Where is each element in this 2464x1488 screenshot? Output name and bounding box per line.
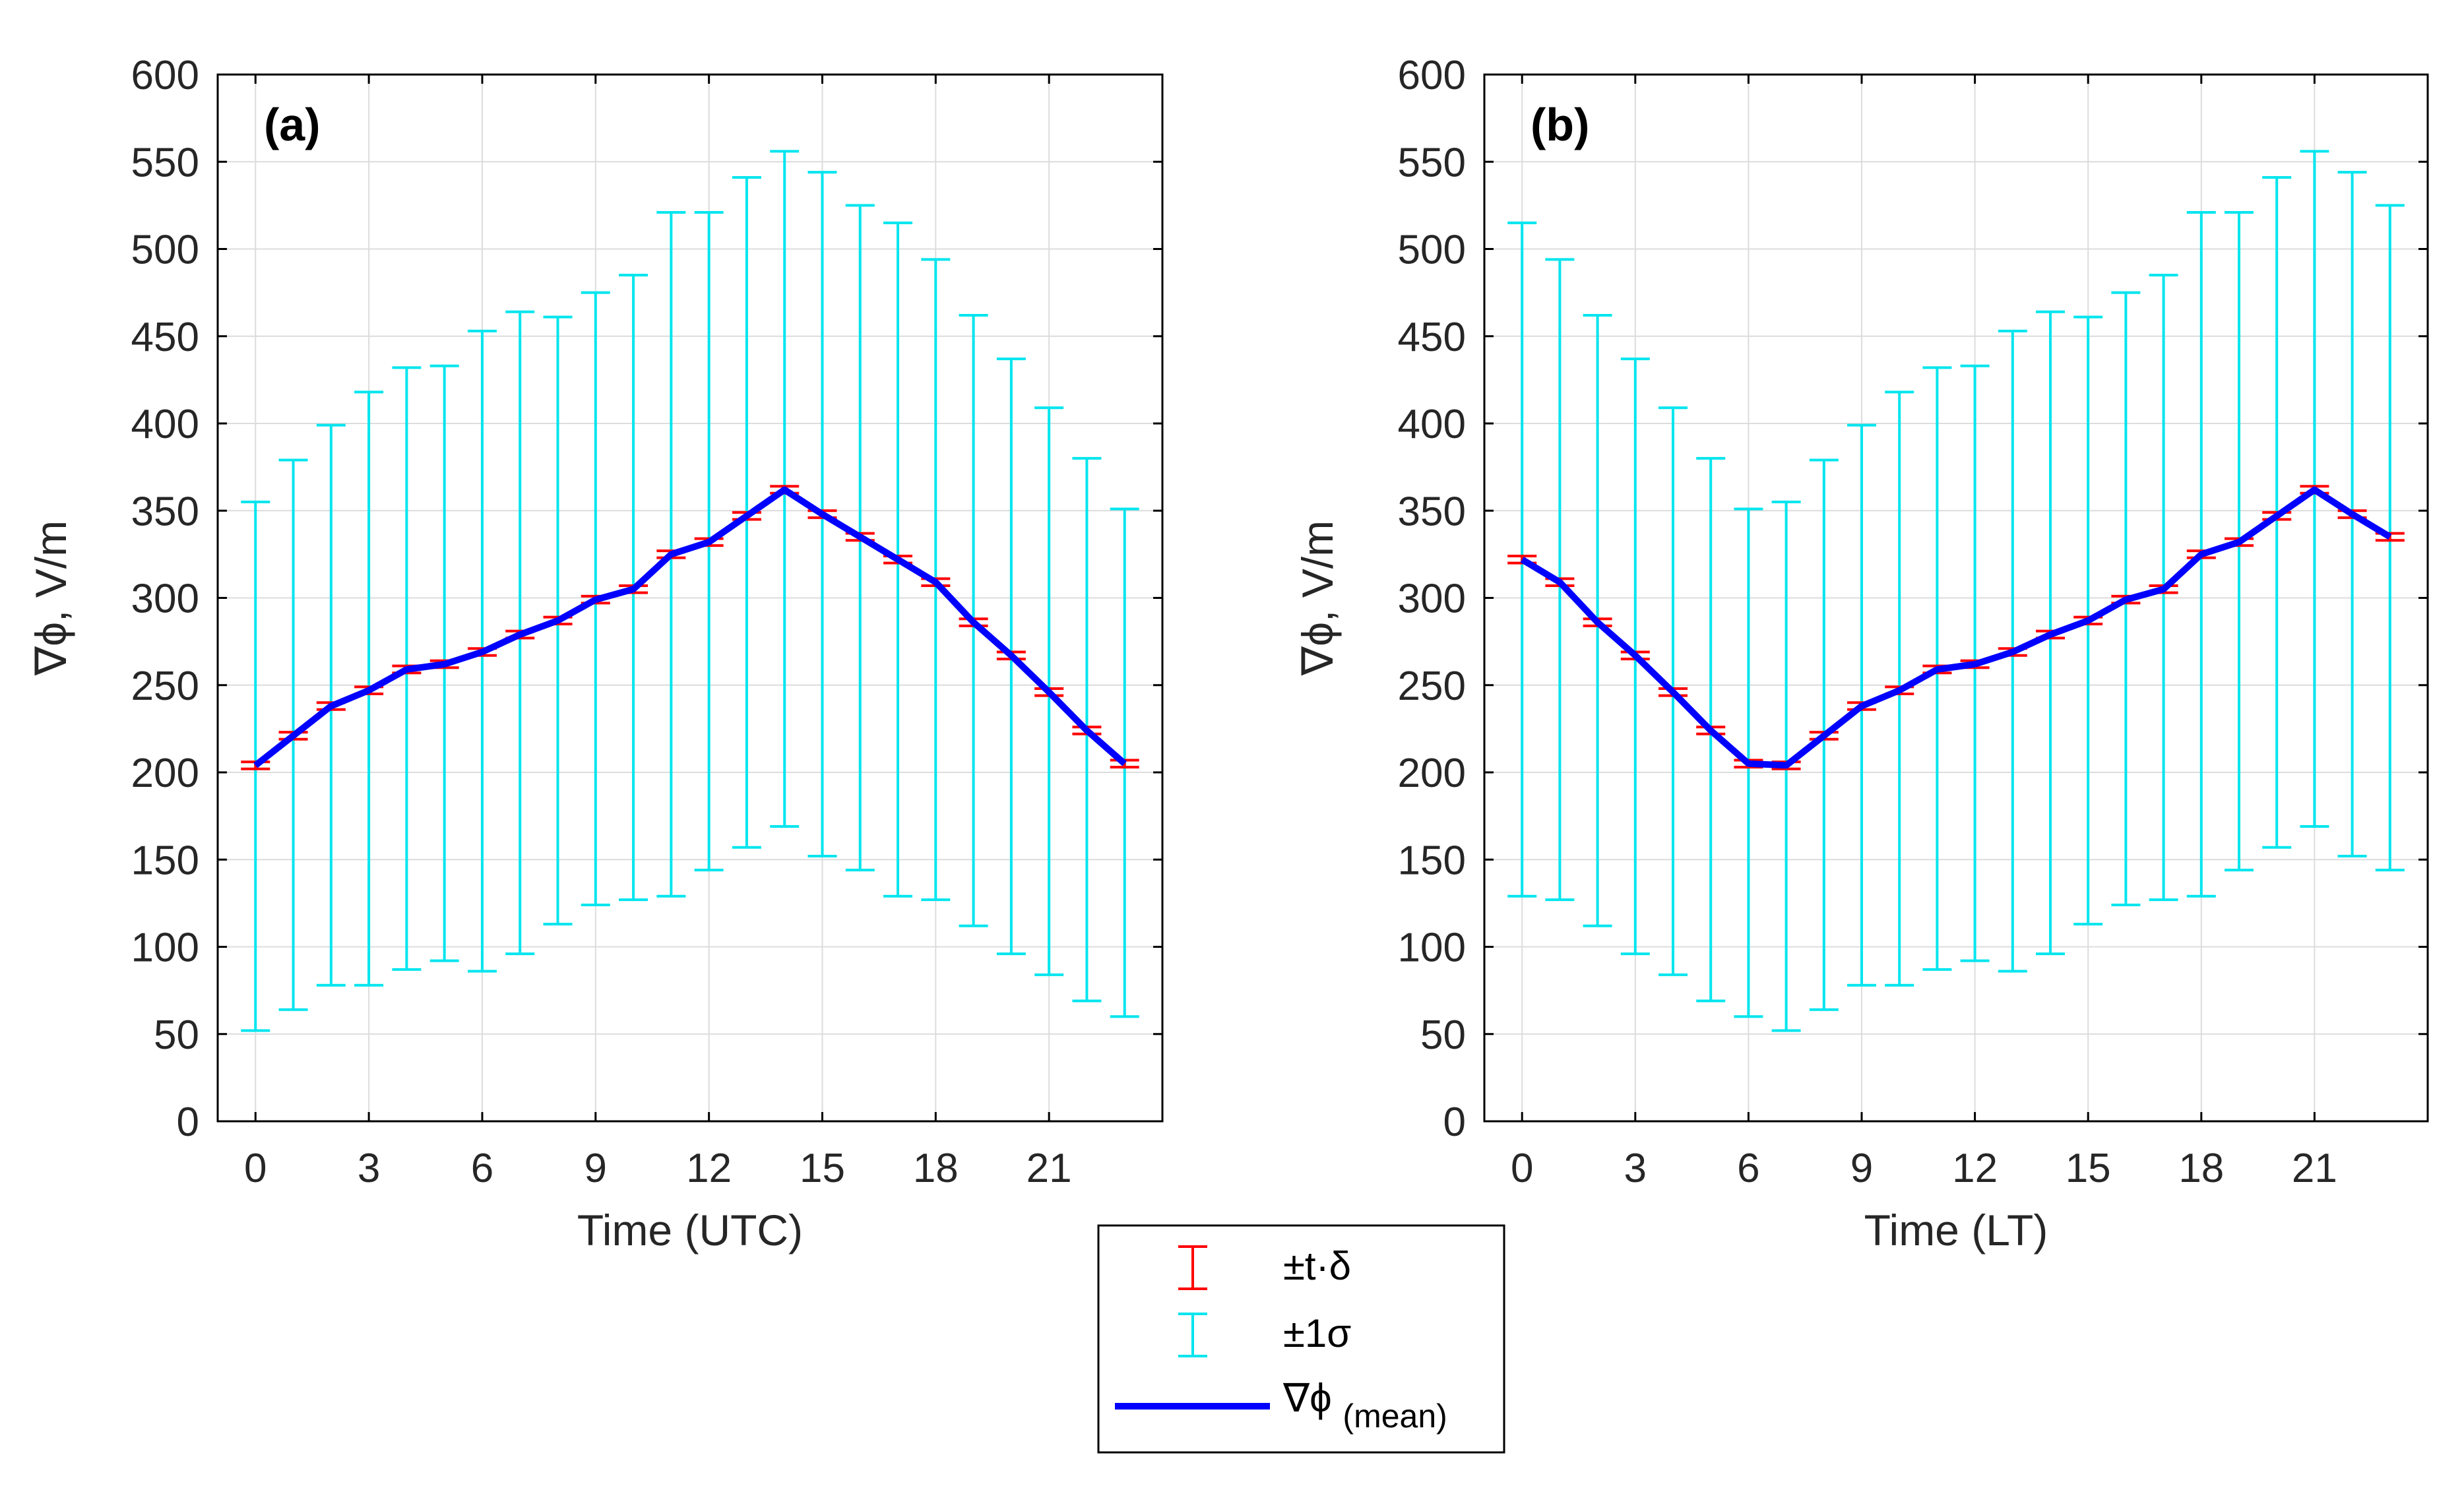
x-tick-label: 12 xyxy=(1952,1146,1998,1191)
y-tick-label: 500 xyxy=(131,228,199,273)
legend-mean-label: ∇ϕ (mean) xyxy=(1282,1376,1447,1435)
x-tick-label: 0 xyxy=(1511,1146,1533,1191)
y-tick-label: 150 xyxy=(1398,838,1466,883)
legend-mean-label-main: ∇ϕ xyxy=(1282,1376,1332,1420)
y-tick-label: 350 xyxy=(131,489,199,534)
x-axis-label: Time (LT) xyxy=(1864,1206,2048,1255)
y-tick-label: 400 xyxy=(131,402,199,447)
y-tick-label: 600 xyxy=(1398,53,1466,98)
x-tick-label: 9 xyxy=(1850,1146,1873,1191)
y-tick-label: 450 xyxy=(131,315,199,360)
y-tick-label: 150 xyxy=(131,838,199,883)
y-tick-label: 250 xyxy=(1398,664,1466,709)
x-tick-label: 3 xyxy=(358,1146,380,1191)
x-tick-label: 15 xyxy=(2066,1146,2111,1191)
x-tick-label: 12 xyxy=(686,1146,732,1191)
x-tick-label: 21 xyxy=(1027,1146,1072,1191)
x-axis-label: Time (UTC) xyxy=(577,1206,803,1255)
x-tick-label: 6 xyxy=(471,1146,493,1191)
panel-b: 0 50 100 150 200 250 300 350 400 450 500 550 600 0 3 6 9… xyxy=(1293,53,2429,1255)
y-tick-label: 100 xyxy=(1398,925,1466,971)
y-tick-label: 550 xyxy=(131,140,199,185)
x-tick-label: 0 xyxy=(244,1146,267,1191)
y-tick-label: 300 xyxy=(1398,576,1466,622)
x-tick-label: 9 xyxy=(584,1146,607,1191)
y-tick-label: 50 xyxy=(1420,1012,1466,1058)
y-tick-label: 250 xyxy=(131,664,199,709)
y-tick-label: 0 xyxy=(177,1100,199,1145)
x-tick-label: 3 xyxy=(1624,1146,1647,1191)
legend-box xyxy=(1097,1224,1505,1454)
legend-sd-label: ±1σ xyxy=(1283,1311,1351,1355)
panel-label: (a) xyxy=(264,99,321,150)
mean-line xyxy=(1520,486,2392,769)
y-axis-label: ∇ϕ, V/m xyxy=(26,520,75,676)
legend-mean-label-sub: (mean) xyxy=(1343,1398,1447,1435)
legend-sd-icon xyxy=(1178,1313,1207,1357)
x-tick-label: 15 xyxy=(800,1146,845,1191)
y-tick-label: 200 xyxy=(131,751,199,796)
y-tick-label: 50 xyxy=(154,1012,199,1058)
x-tick-label: 21 xyxy=(2292,1146,2337,1191)
y-tick-label: 350 xyxy=(1398,489,1466,534)
y-tick-label: 500 xyxy=(1398,228,1466,273)
legend-ci-icon xyxy=(1178,1245,1207,1290)
y-tick-label: 100 xyxy=(131,925,199,971)
y-tick-label: 200 xyxy=(1398,751,1466,796)
panel-label: (b) xyxy=(1531,99,1589,150)
legend-ci-label: ±t·δ xyxy=(1283,1244,1351,1288)
x-tick-label: 6 xyxy=(1737,1146,1759,1191)
y-tick-label: 600 xyxy=(131,53,199,98)
y-tick-label: 300 xyxy=(131,576,199,622)
y-tick-label: 450 xyxy=(1398,315,1466,360)
y-tick-label: 0 xyxy=(1443,1100,1466,1145)
y-tick-label: 400 xyxy=(1398,402,1466,447)
y-axis-label: ∇ϕ, V/m xyxy=(1293,520,1342,676)
panel-a: 0 50 100 150 200 250 300 350 400 450 500 550 600 0 3 6 9… xyxy=(26,53,1164,1255)
x-tick-label: 18 xyxy=(2178,1146,2224,1191)
mean-line xyxy=(253,486,1127,768)
legend: ±t·δ ±1σ ∇ϕ (mean) xyxy=(1097,1224,1505,1454)
y-tick-label: 550 xyxy=(1398,140,1466,185)
x-tick-label: 18 xyxy=(913,1146,959,1191)
